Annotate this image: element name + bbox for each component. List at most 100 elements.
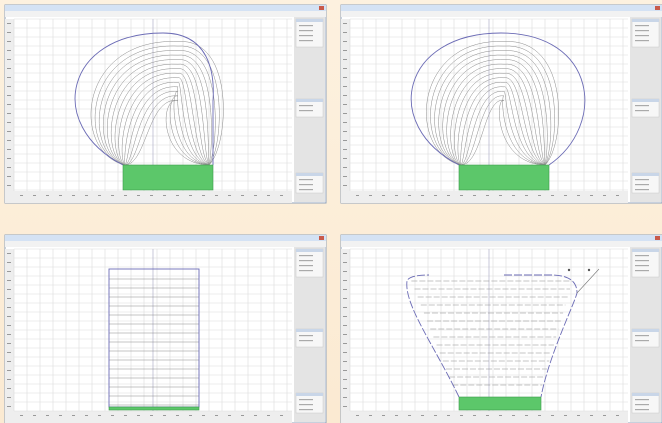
contour-line: [454, 73, 546, 166]
panel-row: [635, 40, 649, 42]
panel-row: [635, 179, 649, 181]
ruler-tick: [343, 298, 347, 299]
panel-row: [299, 335, 313, 337]
ruler-tick: [7, 86, 11, 87]
contour-line: [457, 77, 546, 166]
ruler-tick: [343, 176, 347, 177]
ruler-tick: [460, 195, 463, 196]
ruler-tick: [7, 185, 11, 186]
ruler-tick: [241, 415, 244, 416]
ruler-tick: [343, 113, 347, 114]
close-button: [655, 236, 660, 240]
ruler-tick: [7, 280, 11, 281]
ruler-tick: [577, 195, 580, 196]
panel-row: [299, 265, 313, 267]
ruler-tick: [343, 361, 347, 362]
ruler-tick: [111, 415, 114, 416]
panel-row: [635, 110, 649, 112]
ruler-tick: [525, 415, 528, 416]
ruler-tick: [590, 195, 593, 196]
contour-line: [121, 77, 210, 166]
close-button: [319, 236, 324, 240]
panel-row: [299, 179, 313, 181]
ruler-tick: [85, 195, 88, 196]
section-outline: [406, 274, 578, 398]
ruler-tick: [215, 415, 218, 416]
ruler-tick: [7, 176, 11, 177]
panel-row: [635, 35, 649, 37]
ruler-tick: [512, 195, 515, 196]
ruler-tick: [85, 415, 88, 416]
ruler-tick: [111, 195, 114, 196]
ruler-tick: [616, 195, 619, 196]
panel-row: [299, 30, 313, 32]
ruler-tick: [7, 397, 11, 398]
ruler-tick: [512, 415, 515, 416]
window-frame: [340, 234, 662, 423]
title-bar: [341, 235, 662, 241]
ruler-tick: [150, 195, 153, 196]
ruler-tick: [343, 388, 347, 389]
ruler-tick: [421, 195, 424, 196]
ruler-tick: [343, 280, 347, 281]
ruler-tick: [7, 104, 11, 105]
ruler-tick: [33, 195, 36, 196]
left-ruler: [341, 249, 350, 411]
ruler-tick: [343, 271, 347, 272]
ruler-tick: [343, 41, 347, 42]
ruler-tick: [447, 415, 450, 416]
panel-row: [635, 260, 649, 262]
panel-header: [632, 19, 659, 22]
guide-line: [576, 268, 600, 294]
bottom-ruler: [341, 411, 628, 423]
panel-header: [632, 329, 659, 332]
ruler-tick: [538, 415, 541, 416]
ruler-tick: [343, 370, 347, 371]
panel-row: [635, 399, 649, 401]
ruler-tick: [7, 253, 11, 254]
ruler-tick: [499, 195, 502, 196]
contour-line: [124, 95, 210, 166]
ruler-tick: [7, 158, 11, 159]
ruler-tick: [7, 140, 11, 141]
contour-line: [114, 68, 210, 166]
ruler-tick: [343, 167, 347, 168]
ruler-tick: [7, 352, 11, 353]
ruler-tick: [267, 415, 270, 416]
foundation: [458, 164, 550, 191]
contour-line: [460, 86, 546, 166]
ruler-tick: [7, 388, 11, 389]
ruler-tick: [343, 86, 347, 87]
ruler-tick: [538, 195, 541, 196]
ruler-tick: [137, 415, 140, 416]
panel-header: [632, 99, 659, 102]
title-bar: [5, 235, 326, 241]
window-top-right: [340, 4, 662, 204]
bottom-ruler: [5, 411, 292, 423]
section-outline: [74, 32, 214, 166]
ruler-tick: [577, 415, 580, 416]
ruler-tick: [343, 325, 347, 326]
ruler-tick: [616, 415, 619, 416]
ruler-tick: [241, 195, 244, 196]
ruler-tick: [7, 32, 11, 33]
ruler-tick: [7, 370, 11, 371]
panel-row: [635, 404, 649, 406]
sidebar-panel: [631, 18, 660, 48]
sidebar-panel: [295, 248, 324, 278]
ruler-tick: [473, 195, 476, 196]
foundation: [108, 406, 200, 411]
ruler-tick: [603, 195, 606, 196]
contour-line: [460, 91, 546, 166]
ruler-tick: [343, 262, 347, 263]
ruler-tick: [7, 325, 11, 326]
ruler-tick: [7, 406, 11, 407]
panel-row: [299, 110, 313, 112]
panel-row: [635, 189, 649, 191]
ruler-tick: [343, 158, 347, 159]
panel-row: [299, 189, 313, 191]
ruler-tick: [98, 415, 101, 416]
ruler-tick: [395, 195, 398, 196]
contour-line: [118, 73, 210, 166]
